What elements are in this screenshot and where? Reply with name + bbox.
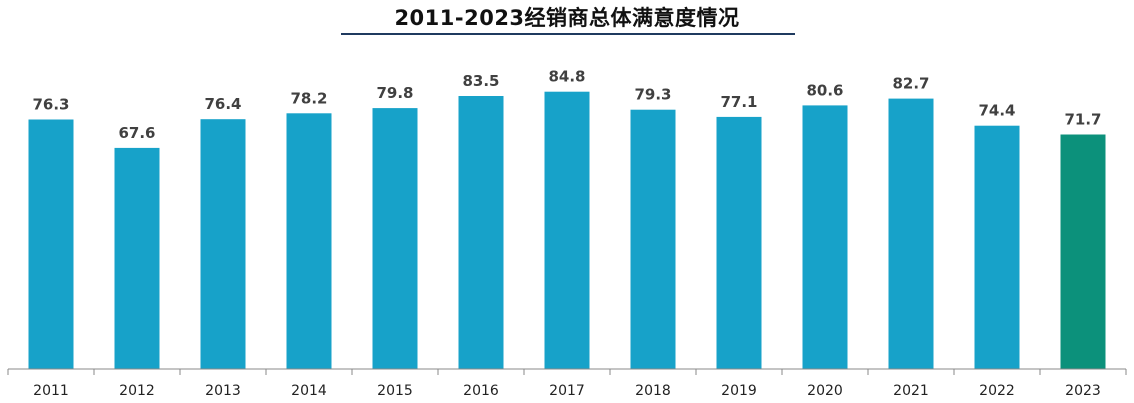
bar-2017 bbox=[544, 91, 590, 369]
bar-2020 bbox=[802, 105, 848, 370]
value-label-2017: 84.8 bbox=[548, 68, 585, 86]
value-labels-group: 76.3 67.6 76.4 78.2 79.8 83.5 84.8 79.3 77.1 80.6… bbox=[32, 68, 1101, 142]
x-tick-label-2017: 2017 bbox=[549, 383, 585, 399]
x-tick-label-2014: 2014 bbox=[291, 383, 327, 399]
x-tick-label-2016: 2016 bbox=[463, 383, 499, 399]
x-tick-label-2011: 2011 bbox=[33, 383, 69, 399]
tick-labels-group: 2011 2012 2013 2014 2015 2016 2017 2018 2019 2020… bbox=[33, 383, 1101, 399]
value-label-2023: 71.7 bbox=[1064, 111, 1101, 129]
bar-2021 bbox=[888, 98, 934, 369]
x-tick-label-2019: 2019 bbox=[721, 383, 757, 399]
value-label-2021: 82.7 bbox=[892, 75, 929, 93]
value-label-2022: 74.4 bbox=[978, 102, 1015, 120]
bar-2014 bbox=[286, 113, 332, 369]
bar-2019 bbox=[716, 116, 762, 370]
bar-2011 bbox=[28, 119, 74, 369]
value-label-2019: 77.1 bbox=[720, 93, 757, 111]
value-label-2011: 76.3 bbox=[32, 96, 69, 114]
bar-2016 bbox=[458, 96, 504, 369]
x-tick-label-2015: 2015 bbox=[377, 383, 413, 399]
x-tick-label-2013: 2013 bbox=[205, 383, 241, 399]
title-underline bbox=[341, 33, 795, 35]
chart-title: 2011-2023经销商总体满意度情况 bbox=[394, 6, 740, 30]
ticks-group bbox=[7, 369, 1127, 375]
value-label-2018: 79.3 bbox=[634, 86, 671, 104]
x-tick-label-2021: 2021 bbox=[893, 383, 929, 399]
x-tick-label-2023: 2023 bbox=[1065, 383, 1101, 399]
x-tick-label-2018: 2018 bbox=[635, 383, 671, 399]
value-label-2016: 83.5 bbox=[462, 72, 499, 90]
value-label-2014: 78.2 bbox=[290, 89, 327, 107]
x-tick-label-2020: 2020 bbox=[807, 383, 843, 399]
bar-2018 bbox=[630, 109, 676, 369]
x-tick-label-2012: 2012 bbox=[119, 383, 155, 399]
value-label-2015: 79.8 bbox=[376, 84, 413, 102]
bar-2012 bbox=[114, 147, 160, 369]
x-tick-label-2022: 2022 bbox=[979, 383, 1015, 399]
bars-group bbox=[28, 91, 1106, 370]
value-label-2012: 67.6 bbox=[118, 124, 155, 142]
value-label-2013: 76.4 bbox=[204, 95, 241, 113]
bar-2022 bbox=[974, 125, 1020, 369]
bar-2023 bbox=[1060, 134, 1106, 369]
bar-2015 bbox=[372, 108, 418, 369]
value-label-2020: 80.6 bbox=[806, 81, 843, 99]
bar-2013 bbox=[200, 119, 246, 369]
